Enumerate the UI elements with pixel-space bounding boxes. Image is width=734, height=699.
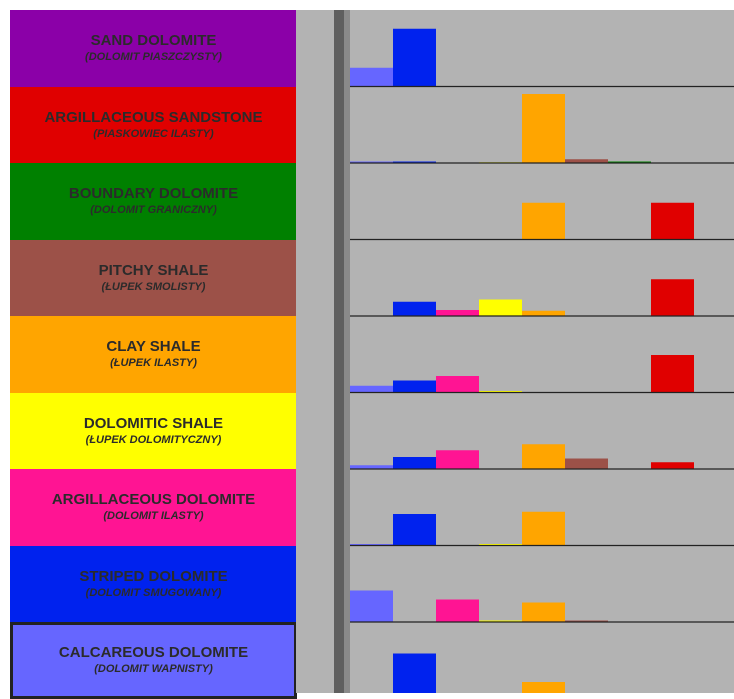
vertical-axis	[344, 10, 350, 693]
legend-label: ARGILLACEOUS DOLOMITE	[51, 491, 256, 509]
legend-row-argillaceous-dolomite: ARGILLACEOUS DOLOMITE (DOLOMIT ILASTY)	[10, 469, 297, 546]
bar-striped-dolomite-5	[522, 602, 565, 622]
bar-clay-shale-1	[350, 385, 393, 393]
legend-sublabel: (DOLOMIT SMUGOWANY)	[85, 586, 222, 599]
legend-label: ARGILLACEOUS SANDSTONE	[44, 108, 263, 126]
bar-clay-shale-2	[393, 380, 436, 393]
bar-pitchy-shale-8	[651, 279, 694, 316]
legend-sublabel: (PIASKOWIEC ILASTY)	[93, 127, 214, 140]
bar-pitchy-shale-2	[393, 301, 436, 316]
bar-argillaceous-dolomite-5	[522, 511, 565, 546]
bar-striped-dolomite-4	[479, 620, 522, 622]
legend-row-sand-dolomite: SAND DOLOMITE (DOLOMIT PIASZCZYSTY)	[10, 10, 297, 87]
bar-calcareous-dolomite-2	[393, 653, 436, 693]
bar-dolomitic-shale-5	[522, 444, 565, 469]
bar-sand-dolomite-1	[350, 67, 393, 87]
legend-sublabel: (ŁUPEK ILASTY)	[110, 357, 197, 370]
legend-sublabel: (ŁUPEK DOLOMITYCZNY)	[85, 433, 222, 446]
bar-dolomitic-shale-3	[436, 450, 479, 469]
legend-sublabel: (DOLOMIT WAPNISTY)	[94, 663, 213, 676]
legend-row-argillaceous-sandstone: ARGILLACEOUS SANDSTONE (PIASKOWIEC ILASTY…	[10, 86, 297, 163]
legend-row-striped-dolomite: STRIPED DOLOMITE (DOLOMIT SMUGOWANY)	[10, 545, 297, 622]
bar-argillaceous-sandstone-5	[522, 94, 565, 163]
bar-boundary-dolomite-5	[522, 202, 565, 240]
bar-striped-dolomite-1	[350, 590, 393, 622]
legend-label: CALCAREOUS DOLOMITE	[58, 644, 249, 662]
legend-label: STRIPED DOLOMITE	[79, 567, 228, 585]
bar-pitchy-shale-3	[436, 310, 479, 316]
bar-striped-dolomite-6	[565, 620, 608, 622]
bar-clay-shale-3	[436, 376, 479, 393]
legend-row-calcareous-dolomite: CALCAREOUS DOLOMITE (DOLOMIT WAPNISTY)	[10, 622, 297, 699]
legend-sublabel: (DOLOMIT ILASTY)	[103, 510, 204, 523]
bar-argillaceous-dolomite-4	[479, 544, 522, 546]
bar-dolomitic-shale-6	[565, 458, 608, 469]
legend-label: BOUNDARY DOLOMITE	[68, 185, 239, 203]
bar-calcareous-dolomite-5	[522, 682, 565, 693]
legend-row-boundary-dolomite: BOUNDARY DOLOMITE (DOLOMIT GRANICZNY)	[10, 163, 297, 240]
bar-dolomitic-shale-8	[651, 462, 694, 469]
legend-row-dolomitic-shale: DOLOMITIC SHALE (ŁUPEK DOLOMITYCZNY)	[10, 392, 297, 469]
vertical-axis-shadow	[334, 10, 344, 693]
bar-argillaceous-dolomite-1	[350, 544, 393, 546]
bar-dolomitic-shale-1	[350, 465, 393, 469]
legend-label: SAND DOLOMITE	[90, 32, 217, 50]
bar-argillaceous-sandstone-2	[393, 161, 436, 163]
bar-argillaceous-sandstone-1	[350, 161, 393, 163]
bar-boundary-dolomite-8	[651, 202, 694, 240]
bar-argillaceous-sandstone-7	[608, 161, 651, 163]
legend-sublabel: (DOLOMIT GRANICZNY)	[90, 204, 217, 217]
row-legend: SAND DOLOMITE (DOLOMIT PIASZCZYSTY) ARGILL…	[10, 10, 297, 699]
legend-row-clay-shale: CLAY SHALE (ŁUPEK ILASTY)	[10, 316, 297, 393]
bar-pitchy-shale-5	[522, 310, 565, 316]
legend-sublabel: (ŁUPEK SMOLISTY)	[101, 280, 206, 293]
bar-striped-dolomite-3	[436, 599, 479, 622]
bar-sand-dolomite-2	[393, 28, 436, 87]
legend-label: DOLOMITIC SHALE	[83, 414, 224, 432]
legend-row-pitchy-shale: PITCHY SHALE (ŁUPEK SMOLISTY)	[10, 239, 297, 316]
bar-clay-shale-8	[651, 355, 694, 393]
legend-label: PITCHY SHALE	[98, 261, 209, 279]
bar-clay-shale-4	[479, 391, 522, 393]
bar-pitchy-shale-4	[479, 299, 522, 316]
legend-label: CLAY SHALE	[106, 338, 201, 356]
bar-argillaceous-sandstone-6	[565, 159, 608, 163]
legend-sublabel: (DOLOMIT PIASZCZYSTY)	[85, 51, 222, 64]
bar-dolomitic-shale-2	[393, 457, 436, 469]
bar-argillaceous-dolomite-2	[393, 514, 436, 546]
chart-background	[296, 10, 734, 693]
